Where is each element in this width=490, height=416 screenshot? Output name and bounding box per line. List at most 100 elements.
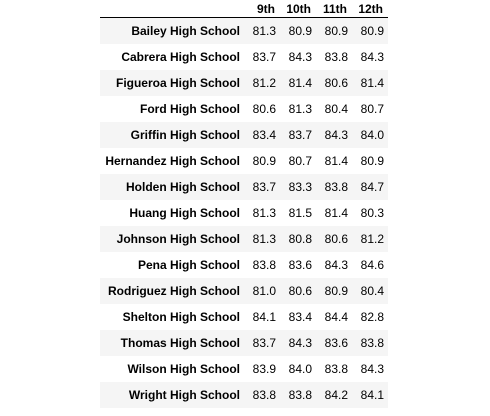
column-header-11th: 11th: [316, 0, 352, 18]
score-cell-12th: 80.4: [360, 283, 384, 298]
dataframe-output: 9th 10th 11th 12th Bailey High School 81.…: [100, 0, 388, 408]
row-label-school: Holden High School: [126, 179, 240, 194]
table-body: Bailey High School 81.3 80.9 80.9 80.9 Cabrer…: [100, 17, 388, 408]
score-cell-12th: 84.0: [360, 127, 384, 142]
score-cell-10th: 80.8: [288, 231, 312, 246]
score-cell-12th: 84.7: [360, 179, 384, 194]
table-row: Thomas High School 83.7 84.3 83.6 83.8: [100, 329, 388, 356]
score-cell-12th: 84.3: [360, 361, 384, 376]
score-cell-12th: 84.6: [360, 257, 384, 272]
table-row: Figueroa High School 81.2 81.4 80.6 81.4: [100, 69, 388, 96]
score-cell-9th: 83.7: [252, 179, 276, 194]
score-cell-11th: 81.4: [324, 205, 348, 220]
row-label-school: Huang High School: [129, 205, 240, 220]
scores-by-grade-table: 9th 10th 11th 12th Bailey High School 81.…: [100, 0, 388, 408]
row-label-school: Ford High School: [140, 101, 240, 116]
score-cell-11th: 80.6: [324, 231, 348, 246]
column-header-12th: 12th: [352, 0, 388, 18]
row-label-school: Griffin High School: [130, 127, 240, 142]
score-cell-10th: 83.7: [288, 127, 312, 142]
row-label-school: Rodriguez High School: [108, 283, 240, 298]
score-cell-12th: 82.8: [360, 309, 384, 324]
score-cell-10th: 83.3: [288, 179, 312, 194]
table-row: Rodriguez High School 81.0 80.6 80.9 80.4: [100, 277, 388, 304]
score-cell-9th: 83.7: [252, 49, 276, 64]
score-cell-12th: 81.4: [360, 75, 384, 90]
score-cell-12th: 80.3: [360, 205, 384, 220]
table-row: Ford High School 80.6 81.3 80.4 80.7: [100, 95, 388, 122]
score-cell-9th: 81.3: [252, 231, 276, 246]
score-cell-9th: 81.2: [252, 75, 276, 90]
table-row: Johnson High School 81.3 80.8 80.6 81.2: [100, 225, 388, 252]
score-cell-9th: 84.1: [252, 309, 276, 324]
score-cell-10th: 83.8: [288, 387, 312, 402]
score-cell-11th: 83.6: [324, 335, 348, 350]
score-cell-12th: 80.9: [360, 153, 384, 168]
score-cell-11th: 80.9: [324, 283, 348, 298]
table-row: Hernandez High School 80.9 80.7 81.4 80.9: [100, 147, 388, 174]
table-row: Huang High School 81.3 81.5 81.4 80.3: [100, 199, 388, 226]
score-cell-9th: 83.8: [252, 257, 276, 272]
column-header-9th: 9th: [244, 0, 280, 18]
row-label-school: Hernandez High School: [105, 153, 240, 168]
score-cell-10th: 83.4: [288, 309, 312, 324]
score-cell-9th: 81.0: [252, 283, 276, 298]
score-cell-10th: 81.3: [288, 101, 312, 116]
score-cell-11th: 84.2: [324, 387, 348, 402]
table-row: Shelton High School 84.1 83.4 84.4 82.8: [100, 303, 388, 330]
row-label-school: Johnson High School: [116, 231, 240, 246]
score-cell-9th: 80.6: [252, 101, 276, 116]
score-cell-11th: 83.8: [324, 49, 348, 64]
score-cell-9th: 83.8: [252, 387, 276, 402]
score-cell-9th: 81.3: [252, 205, 276, 220]
score-cell-10th: 84.3: [288, 49, 312, 64]
score-cell-10th: 84.3: [288, 335, 312, 350]
score-cell-12th: 84.1: [360, 387, 384, 402]
score-cell-9th: 80.9: [252, 153, 276, 168]
header-row: 9th 10th 11th 12th: [100, 0, 388, 18]
score-cell-12th: 80.9: [360, 23, 384, 38]
row-label-school: Pena High School: [137, 257, 240, 272]
score-cell-11th: 80.6: [324, 75, 348, 90]
score-cell-11th: 80.4: [324, 101, 348, 116]
table-header: 9th 10th 11th 12th: [100, 0, 388, 18]
score-cell-10th: 81.5: [288, 205, 312, 220]
row-label-school: Bailey High School: [131, 23, 240, 38]
score-cell-12th: 81.2: [360, 231, 384, 246]
score-cell-12th: 84.3: [360, 49, 384, 64]
score-cell-10th: 84.0: [288, 361, 312, 376]
row-label-school: Cabrera High School: [121, 49, 240, 64]
score-cell-11th: 80.9: [324, 23, 348, 38]
column-header-10th: 10th: [280, 0, 316, 18]
table-row: Bailey High School 81.3 80.9 80.9 80.9: [100, 17, 388, 44]
row-label-school: Wright High School: [128, 387, 240, 402]
row-label-school: Shelton High School: [122, 309, 240, 324]
row-label-school: Wilson High School: [127, 361, 240, 376]
row-label-school: Figueroa High School: [115, 75, 240, 90]
table-row: Griffin High School 83.4 83.7 84.3 84.0: [100, 121, 388, 148]
score-cell-9th: 81.3: [252, 23, 276, 38]
score-cell-12th: 80.7: [360, 101, 384, 116]
score-cell-11th: 84.3: [324, 257, 348, 272]
score-cell-9th: 83.7: [252, 335, 276, 350]
score-cell-11th: 84.3: [324, 127, 348, 142]
score-cell-12th: 83.8: [360, 335, 384, 350]
score-cell-11th: 83.8: [324, 179, 348, 194]
score-cell-11th: 83.8: [324, 361, 348, 376]
score-cell-10th: 80.9: [288, 23, 312, 38]
score-cell-9th: 83.4: [252, 127, 276, 142]
index-header: [100, 0, 244, 18]
score-cell-9th: 83.9: [252, 361, 276, 376]
table-row: Holden High School 83.7 83.3 83.8 84.7: [100, 173, 388, 200]
table-row: Cabrera High School 83.7 84.3 83.8 84.3: [100, 43, 388, 70]
score-cell-11th: 81.4: [324, 153, 348, 168]
table-row: Pena High School 83.8 83.6 84.3 84.6: [100, 251, 388, 278]
row-label-school: Thomas High School: [120, 335, 240, 350]
score-cell-10th: 81.4: [288, 75, 312, 90]
table-row: Wright High School 83.8 83.8 84.2 84.1: [100, 381, 388, 408]
table-row: Wilson High School 83.9 84.0 83.8 84.3: [100, 355, 388, 382]
score-cell-11th: 84.4: [324, 309, 348, 324]
score-cell-10th: 83.6: [288, 257, 312, 272]
score-cell-10th: 80.7: [288, 153, 312, 168]
score-cell-10th: 80.6: [288, 283, 312, 298]
